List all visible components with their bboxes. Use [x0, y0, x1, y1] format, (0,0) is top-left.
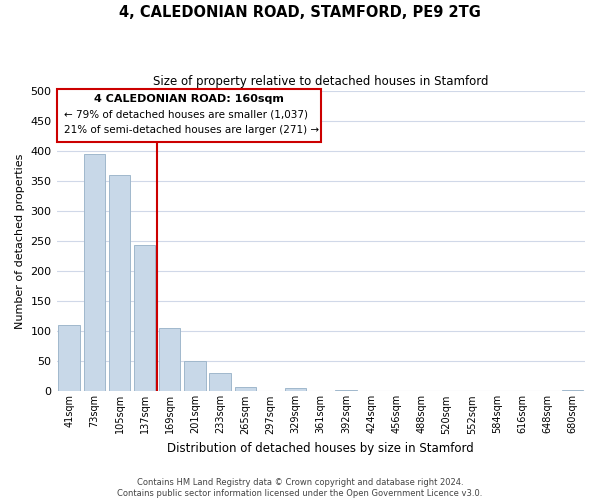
Bar — [184, 362, 206, 392]
Bar — [562, 390, 583, 392]
Bar — [109, 175, 130, 392]
Text: 4 CALEDONIAN ROAD: 160sqm: 4 CALEDONIAN ROAD: 160sqm — [94, 94, 284, 104]
Bar — [285, 388, 307, 392]
X-axis label: Distribution of detached houses by size in Stamford: Distribution of detached houses by size … — [167, 442, 474, 455]
Text: Contains HM Land Registry data © Crown copyright and database right 2024.
Contai: Contains HM Land Registry data © Crown c… — [118, 478, 482, 498]
Text: ← 79% of detached houses are smaller (1,037): ← 79% of detached houses are smaller (1,… — [64, 110, 308, 120]
FancyBboxPatch shape — [56, 89, 321, 142]
Text: 21% of semi-detached houses are larger (271) →: 21% of semi-detached houses are larger (… — [64, 125, 319, 135]
Y-axis label: Number of detached properties: Number of detached properties — [15, 154, 25, 328]
Bar — [159, 328, 181, 392]
Bar — [134, 244, 155, 392]
Bar — [83, 154, 105, 392]
Bar — [235, 386, 256, 392]
Bar — [209, 374, 231, 392]
Title: Size of property relative to detached houses in Stamford: Size of property relative to detached ho… — [153, 75, 488, 88]
Bar — [58, 324, 80, 392]
Text: 4, CALEDONIAN ROAD, STAMFORD, PE9 2TG: 4, CALEDONIAN ROAD, STAMFORD, PE9 2TG — [119, 5, 481, 20]
Bar — [335, 390, 356, 392]
